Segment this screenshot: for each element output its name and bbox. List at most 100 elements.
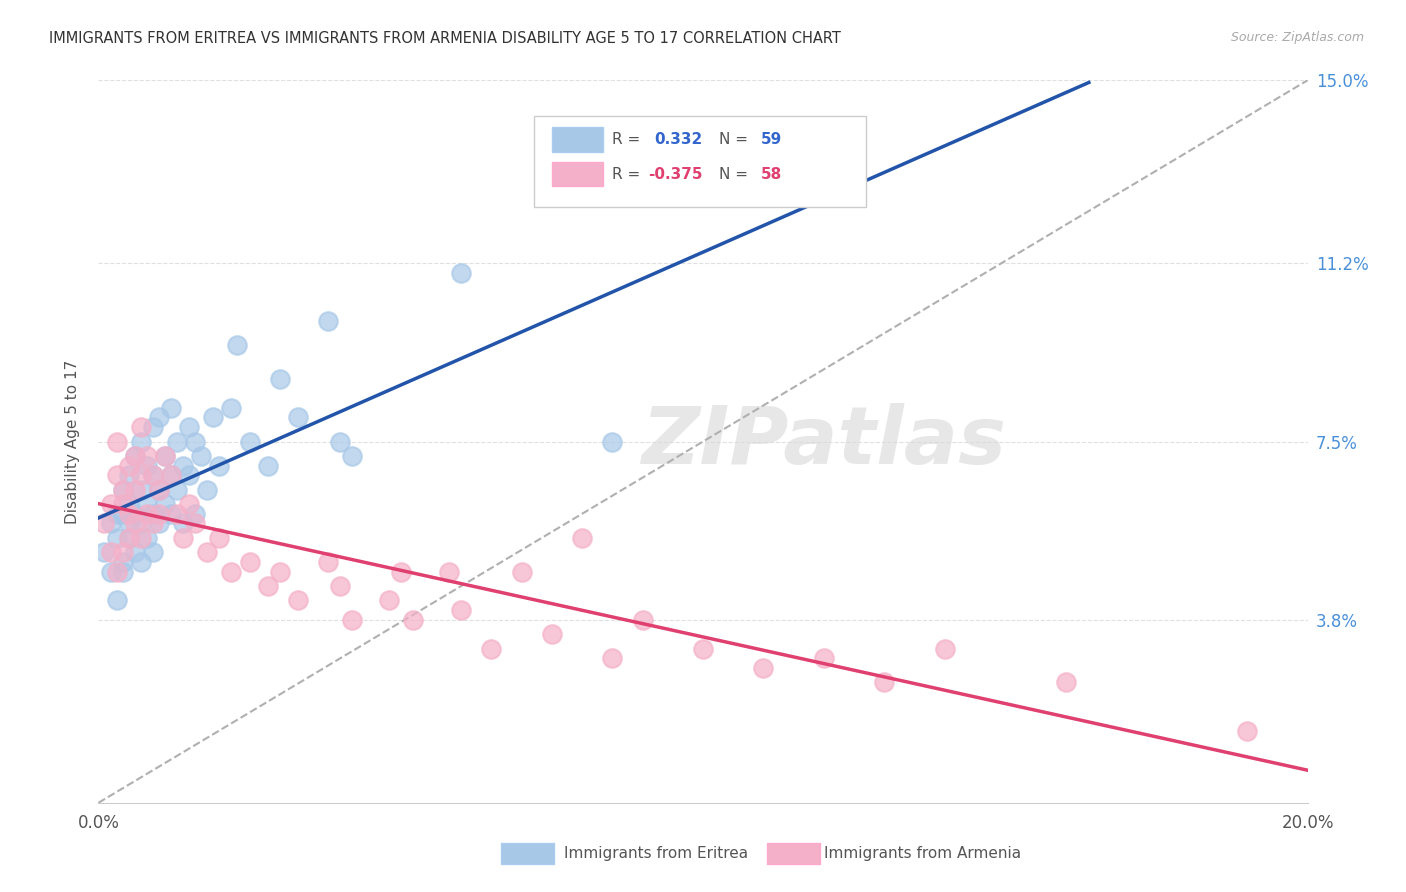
Point: [179, 468, 201, 483]
Text: R =: R =: [613, 167, 641, 182]
Text: N =: N =: [718, 167, 748, 182]
Point: [142, 468, 165, 483]
Point: [105, 531, 128, 545]
Point: [105, 434, 128, 449]
Point: [105, 565, 128, 579]
Point: [124, 516, 146, 531]
Point: [118, 507, 141, 521]
Point: [148, 410, 170, 425]
Point: [148, 516, 170, 531]
Point: [118, 468, 141, 483]
Point: [437, 565, 460, 579]
Point: [329, 579, 352, 593]
Point: [179, 420, 201, 434]
FancyBboxPatch shape: [551, 162, 603, 186]
Point: [195, 483, 218, 497]
Point: [571, 531, 593, 545]
Point: [153, 497, 176, 511]
Point: [135, 531, 157, 545]
Point: [195, 545, 218, 559]
Point: [124, 483, 146, 497]
Point: [135, 497, 157, 511]
Point: [377, 593, 399, 607]
Point: [208, 458, 231, 473]
Point: [129, 555, 152, 569]
Point: [540, 627, 562, 641]
Point: [287, 410, 309, 425]
Point: [105, 507, 128, 521]
Text: Source: ZipAtlas.com: Source: ZipAtlas.com: [1230, 31, 1364, 45]
Point: [202, 410, 225, 425]
Text: ZIPatlas: ZIPatlas: [641, 402, 1007, 481]
Text: 59: 59: [761, 132, 782, 147]
Point: [190, 449, 212, 463]
FancyBboxPatch shape: [534, 117, 866, 207]
Y-axis label: Disability Age 5 to 17: Disability Age 5 to 17: [65, 359, 80, 524]
Point: [813, 651, 835, 665]
Point: [873, 675, 896, 690]
Point: [129, 468, 152, 483]
Point: [93, 545, 115, 559]
Point: [1236, 723, 1258, 738]
Point: [142, 420, 165, 434]
Point: [692, 641, 714, 656]
Point: [752, 661, 775, 675]
Text: 0.332: 0.332: [655, 132, 703, 147]
Point: [118, 531, 141, 545]
Point: [342, 449, 364, 463]
Point: [631, 613, 654, 627]
Point: [239, 555, 262, 569]
Point: [118, 531, 141, 545]
Point: [166, 434, 188, 449]
Point: [160, 468, 183, 483]
Point: [111, 565, 134, 579]
Point: [129, 516, 152, 531]
Point: [124, 449, 146, 463]
Point: [111, 507, 134, 521]
Point: [118, 497, 141, 511]
Point: [135, 507, 157, 521]
Point: [160, 507, 183, 521]
Point: [221, 401, 243, 415]
Point: [124, 507, 146, 521]
Point: [221, 565, 243, 579]
Text: IMMIGRANTS FROM ERITREA VS IMMIGRANTS FROM ARMENIA DISABILITY AGE 5 TO 17 CORREL: IMMIGRANTS FROM ERITREA VS IMMIGRANTS FR…: [49, 31, 841, 46]
Point: [142, 507, 165, 521]
Point: [208, 531, 231, 545]
Point: [184, 516, 207, 531]
Point: [160, 468, 183, 483]
Point: [153, 449, 176, 463]
Point: [111, 497, 134, 511]
Point: [329, 434, 352, 449]
Point: [100, 516, 122, 531]
Point: [316, 555, 339, 569]
Text: Immigrants from Armenia: Immigrants from Armenia: [824, 846, 1021, 861]
Text: 58: 58: [761, 167, 782, 182]
Point: [402, 613, 425, 627]
Point: [184, 507, 207, 521]
Point: [226, 338, 249, 352]
Point: [389, 565, 412, 579]
Text: -0.375: -0.375: [648, 167, 703, 182]
Point: [184, 434, 207, 449]
Point: [105, 593, 128, 607]
Point: [129, 483, 152, 497]
Point: [93, 516, 115, 531]
Point: [118, 516, 141, 531]
Point: [602, 651, 624, 665]
Point: [111, 545, 134, 559]
Point: [100, 497, 122, 511]
Point: [166, 507, 188, 521]
Point: [148, 483, 170, 497]
Point: [481, 641, 503, 656]
Point: [256, 579, 278, 593]
Point: [135, 449, 157, 463]
Point: [172, 531, 194, 545]
Point: [135, 458, 157, 473]
Point: [510, 565, 533, 579]
Point: [100, 545, 122, 559]
Point: [239, 434, 262, 449]
Point: [129, 531, 152, 545]
FancyBboxPatch shape: [501, 843, 554, 864]
Point: [100, 565, 122, 579]
